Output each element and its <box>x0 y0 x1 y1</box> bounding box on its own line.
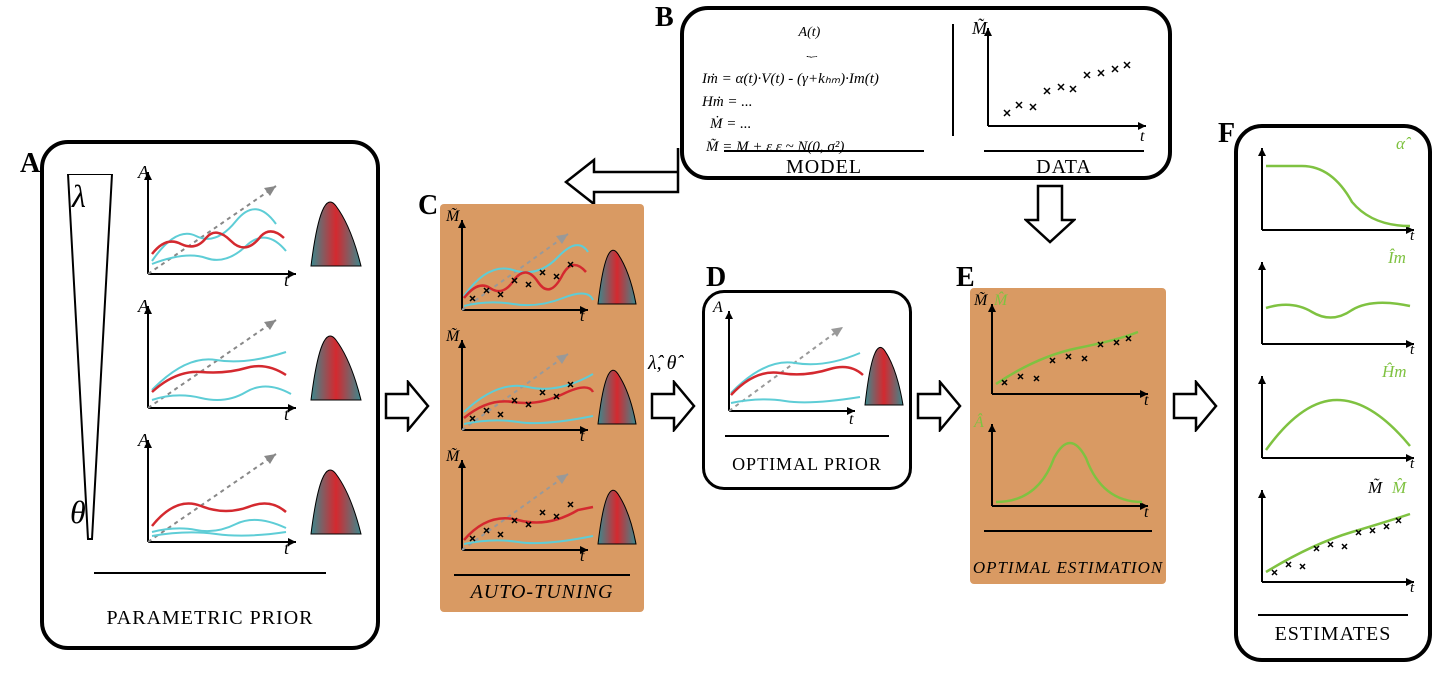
label-b: B <box>655 2 674 34</box>
label-a: A <box>20 148 40 180</box>
axis-a-y2: A <box>138 296 149 317</box>
panel-b: A(t) ⏟ Iṁ = α(t)·V(t) - (γ+kₕₘ)·Im(t) Hṁ… <box>680 6 1172 180</box>
axis-a-x1: t <box>284 270 289 291</box>
panel-e-x1: t <box>1144 392 1148 410</box>
panel-f-x2: t <box>1410 342 1414 359</box>
panel-b-data-underline <box>984 150 1144 152</box>
panel-a-caption: PARAMETRIC PRIOR <box>44 607 376 630</box>
panel-e-y1b: M̂ <box>994 292 1007 310</box>
panel-f-divider <box>1258 614 1408 616</box>
eq-im: Iṁ = α(t)·V(t) - (γ+kₕₘ)·Im(t) <box>702 68 879 91</box>
label-f: F <box>1218 118 1235 150</box>
at-bracket: A(t) ⏟ <box>740 22 879 70</box>
lambda-theta-hat: λ̂, θ̂ <box>648 352 677 375</box>
panel-f-l4b: M̂ <box>1392 478 1406 498</box>
panel-b-ylabel: M̃ <box>972 18 987 39</box>
panel-d-y: A <box>713 299 723 317</box>
panel-d: A t OPTIMAL PRIOR <box>702 290 912 490</box>
eq-m: Ṁ = ... <box>702 113 879 136</box>
panel-f-plot-3 <box>1252 370 1422 470</box>
lambda-theta-triangle <box>62 174 118 544</box>
lambda-symbol: λ <box>72 178 86 215</box>
panel-c-x1: t <box>580 308 584 326</box>
arrow-a-to-c <box>384 380 430 432</box>
panel-f-l1: α̂ <box>1396 134 1405 154</box>
panel-a: λ θ A t A t <box>40 140 380 650</box>
axis-a-x2: t <box>284 404 289 425</box>
panel-b-model-block: A(t) ⏟ Iṁ = α(t)·V(t) - (γ+kₕₘ)·Im(t) Hṁ… <box>702 22 879 158</box>
eq-mtilde: M̃ = M + ε ε ~ N(0, σ²) <box>702 136 879 159</box>
panel-b-xlabel: t <box>1140 128 1144 146</box>
panel-e-y1: M̃ <box>974 292 987 310</box>
eq-hm: Hṁ = ... <box>702 91 879 114</box>
panel-f-plot-1 <box>1252 142 1422 242</box>
panel-f-x3: t <box>1410 456 1414 473</box>
label-c: C <box>418 190 438 222</box>
panel-c: M̃ t M̃ t <box>440 204 644 612</box>
panel-e-divider <box>984 530 1152 532</box>
panel-f-x4: t <box>1410 580 1414 597</box>
axis-a-x3: t <box>284 538 289 559</box>
panel-b-model-underline <box>724 150 924 152</box>
panel-e-y2: Â <box>974 414 984 432</box>
panel-c-y2: M̃ <box>446 328 459 346</box>
panel-e-caption: OPTIMAL ESTIMATION <box>970 558 1166 578</box>
arrow-d-to-e <box>916 380 962 432</box>
panel-e-x2: t <box>1144 504 1148 522</box>
panel-d-x: t <box>849 411 853 429</box>
panel-f-plot-2 <box>1252 256 1422 356</box>
panel-f-caption: ESTIMATES <box>1238 623 1428 646</box>
arrow-e-to-f <box>1172 380 1218 432</box>
panel-c-x2: t <box>580 428 584 446</box>
arrow-b-to-e <box>1024 184 1076 246</box>
panel-f-l4a: M̃ <box>1368 478 1382 498</box>
panel-b-data-caption: DATA <box>984 156 1144 179</box>
panel-e-plot-1 <box>978 296 1158 406</box>
panel-d-divider <box>725 435 889 437</box>
panel-b-data-plot <box>974 22 1154 140</box>
panel-a-miniplot-1 <box>136 166 366 286</box>
panel-c-caption: AUTO-TUNING <box>440 581 644 604</box>
panel-c-divider <box>454 574 630 576</box>
panel-d-caption: OPTIMAL PRIOR <box>705 454 909 475</box>
panel-c-plot-1 <box>448 212 638 322</box>
axis-a-y3: A <box>138 430 149 451</box>
panel-c-plot-2 <box>448 332 638 442</box>
panel-c-x3: t <box>580 548 584 566</box>
panel-a-divider <box>94 572 326 574</box>
panel-c-y3: M̃ <box>446 448 459 466</box>
arrow-c-to-d <box>650 380 696 432</box>
axis-a-y1: A <box>138 162 149 183</box>
panel-d-plot <box>715 303 905 423</box>
panel-a-miniplot-3 <box>136 434 366 554</box>
panel-f-x1: t <box>1410 228 1414 245</box>
theta-symbol: θ <box>70 494 86 531</box>
panel-f-l2: Îm <box>1388 248 1406 268</box>
panel-b-model-caption: MODEL <box>724 156 924 179</box>
panel-e-plot-2 <box>978 418 1158 518</box>
arrow-b-to-c <box>562 146 682 210</box>
panel-c-plot-3 <box>448 452 638 562</box>
panel-f-l3: Ĥm <box>1382 362 1407 382</box>
panel-f-plot-4 <box>1252 484 1422 594</box>
panel-c-y1: M̃ <box>446 208 459 226</box>
panel-a-miniplot-2 <box>136 300 366 420</box>
panel-f: α̂ t Îm t Ĥm t M̃ M̂ t ESTIMATES <box>1234 124 1432 662</box>
panel-e: M̃ M̂ t Â t OPTIMAL ESTIMATION <box>970 288 1166 584</box>
panel-b-vdivider <box>952 24 954 136</box>
